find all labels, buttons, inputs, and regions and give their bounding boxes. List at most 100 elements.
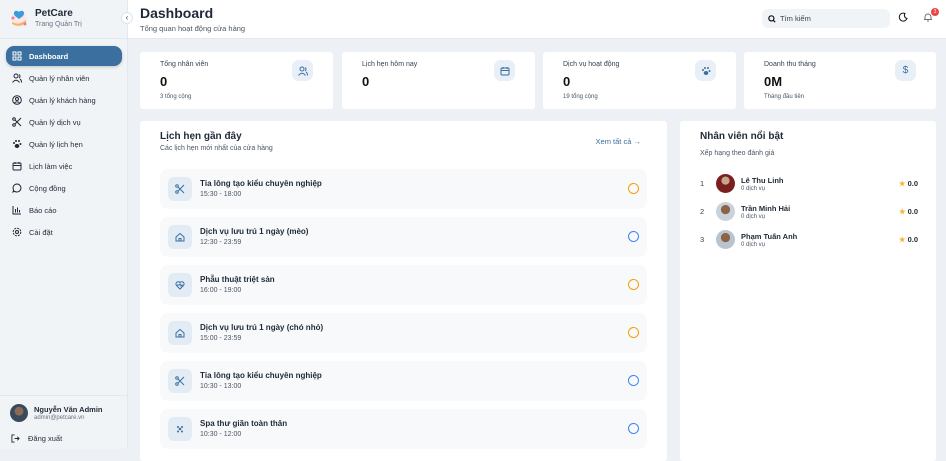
sidebar-item-community[interactable]: Cộng đồng <box>6 178 122 198</box>
stat-value: 0M <box>764 74 783 89</box>
staff-row[interactable]: 3 Phạm Tuấn Anh 0 dịch vụ ★ 0.0 <box>700 230 918 249</box>
sidebar-item-label: Báo cáo <box>29 205 57 215</box>
sidebar-item-label: Quản lý dịch vụ <box>29 117 81 127</box>
stat-value: 0 <box>362 74 370 89</box>
panel-title: Lịch hẹn gần đây <box>160 131 242 142</box>
brand[interactable]: PetCare Trang Quản Trị <box>9 8 82 28</box>
appointment-time: 10:30 - 13:00 <box>200 383 242 390</box>
brand-name: PetCare <box>35 8 73 19</box>
search-input[interactable]: Tìm kiếm <box>762 9 890 28</box>
appointment-time: 10:30 - 12:00 <box>200 431 242 438</box>
stat-label: Doanh thu tháng <box>764 61 816 68</box>
current-user[interactable]: Nguyễn Văn Admin admin@petcare.vn <box>10 404 102 422</box>
appointment-item[interactable]: Dịch vụ lưu trú 1 ngày (chó nhỏ) 15:00 - … <box>160 313 647 353</box>
home-icon <box>168 321 192 345</box>
sidebar-nav: Dashboard Quản lý nhân viên Quản lý khác… <box>6 46 122 244</box>
appointment-item[interactable]: Phẫu thuật triệt sản 16:00 - 19:00 <box>160 265 647 305</box>
divider <box>0 38 127 39</box>
calendar-icon <box>12 162 22 171</box>
stat-value: 0 <box>563 74 571 89</box>
stat-card-appointments-today: Lịch hẹn hôm nay 0 <box>342 52 535 109</box>
avatar <box>716 230 735 249</box>
stat-card-active-services: Dịch vụ hoạt động 0 19 tổng cộng <box>543 52 736 109</box>
user-email: admin@petcare.vn <box>34 415 85 421</box>
dollar-icon: $ <box>895 60 916 81</box>
sidebar-item-schedule[interactable]: Lịch làm việc <box>6 156 122 176</box>
paw-icon <box>695 60 716 81</box>
appointment-time: 15:00 - 23:59 <box>200 335 242 342</box>
stat-value: 0 <box>160 74 168 89</box>
see-all-link[interactable]: Xem tất cả → <box>596 137 641 146</box>
stat-footer: Tháng đầu tiên <box>764 94 805 100</box>
staff-name: Lê Thu Linh <box>741 175 784 185</box>
chart-icon <box>12 206 21 215</box>
stat-footer: 19 tổng cộng <box>563 94 598 100</box>
appointment-item[interactable]: Tỉa lông tạo kiểu chuyên nghiệp 10:30 - 1… <box>160 361 647 401</box>
home-icon <box>168 225 192 249</box>
collapse-sidebar-button[interactable]: ‹ <box>121 12 133 24</box>
stat-label: Dịch vụ hoạt động <box>563 61 620 68</box>
stat-footer: 3 tổng cộng <box>160 94 192 100</box>
logout-button[interactable]: Đăng xuất <box>11 434 62 443</box>
top-staff-panel: Nhân viên nổi bật Xếp hạng theo đánh giá… <box>680 121 936 461</box>
scissors-icon <box>168 369 192 393</box>
page-title: Dashboard <box>140 5 214 21</box>
appointment-item[interactable]: Tỉa lông tạo kiểu chuyên nghiệp 15:30 - 1… <box>160 169 647 209</box>
sidebar-item-label: Quản lý khách hàng <box>29 95 96 105</box>
sidebar-item-settings[interactable]: Cài đặt <box>6 222 122 242</box>
gear-icon <box>12 227 22 237</box>
star-icon: ★ <box>898 179 906 188</box>
users-icon <box>292 60 313 81</box>
scissors-icon <box>12 117 22 127</box>
staff-service-count: 0 dịch vụ <box>741 185 766 192</box>
staff-row[interactable]: 1 Lê Thu Linh 0 dịch vụ ★ 0.0 <box>700 174 918 193</box>
appointment-item[interactable]: Spa thư giãn toàn thân 10:30 - 12:00 <box>160 409 647 449</box>
logout-icon <box>11 434 20 443</box>
sidebar-item-customers[interactable]: Quản lý khách hàng <box>6 90 122 110</box>
dark-mode-toggle-icon[interactable] <box>898 12 908 22</box>
chevron-left-icon: ‹ <box>125 13 129 22</box>
status-circle-icon <box>628 279 639 290</box>
sidebar-item-services[interactable]: Quản lý dịch vụ <box>6 112 122 132</box>
heart-pulse-icon <box>168 273 192 297</box>
stat-card-staff: Tổng nhân viên 0 3 tổng cộng <box>140 52 333 109</box>
avatar <box>716 174 735 193</box>
sidebar-item-reports[interactable]: Báo cáo <box>6 200 122 220</box>
sidebar-item-label: Lịch làm việc <box>29 161 73 171</box>
sidebar-item-label: Cài đặt <box>29 227 53 237</box>
appointment-item[interactable]: Dịch vụ lưu trú 1 ngày (mèo) 12:30 - 23:5… <box>160 217 647 257</box>
sparkle-icon <box>168 417 192 441</box>
staff-name: Phạm Tuấn Anh <box>741 231 798 241</box>
appointment-service: Dịch vụ lưu trú 1 ngày (chó nhỏ) <box>200 323 324 332</box>
avatar <box>10 404 28 422</box>
staff-service-count: 0 dịch vụ <box>741 213 766 220</box>
status-circle-icon <box>628 183 639 194</box>
logout-label: Đăng xuất <box>28 434 63 443</box>
notification-badge: 3 <box>931 8 939 16</box>
dashboard-icon <box>12 51 22 61</box>
sidebar-item-label: Quản lý nhân viên <box>29 73 90 83</box>
star-icon: ★ <box>898 207 906 216</box>
sidebar-item-label: Quản lý lịch hẹn <box>29 139 83 149</box>
staff-name: Trần Minh Hải <box>741 203 791 213</box>
appointment-service: Spa thư giãn toàn thân <box>200 419 288 428</box>
sidebar-item-staff[interactable]: Quản lý nhân viên <box>6 68 122 88</box>
panel-title: Nhân viên nổi bật <box>700 131 784 142</box>
sidebar-item-appointments[interactable]: Quản lý lịch hẹn <box>6 134 122 154</box>
recent-appointments-panel: Lịch hẹn gần đây Các lịch hẹn mới nhất c… <box>140 121 667 461</box>
sidebar-item-label: Dashboard <box>29 51 69 61</box>
stat-label: Tổng nhân viên <box>160 61 209 68</box>
status-circle-icon <box>628 423 639 434</box>
staff-rank: 3 <box>700 235 705 244</box>
paw-icon <box>13 140 22 148</box>
appointment-time: 15:30 - 18:00 <box>200 191 242 198</box>
star-icon: ★ <box>898 235 906 244</box>
see-all-label: Xem tất cả <box>595 137 632 146</box>
status-circle-icon <box>628 375 639 386</box>
appointment-service: Tỉa lông tạo kiểu chuyên nghiệp <box>200 371 322 380</box>
staff-rating: 0.0 <box>907 235 918 244</box>
bell-icon[interactable] <box>923 12 933 22</box>
sidebar-item-dashboard[interactable]: Dashboard <box>6 46 122 66</box>
staff-row[interactable]: 2 Trần Minh Hải 0 dịch vụ ★ 0.0 <box>700 202 918 221</box>
status-circle-icon <box>628 327 639 338</box>
